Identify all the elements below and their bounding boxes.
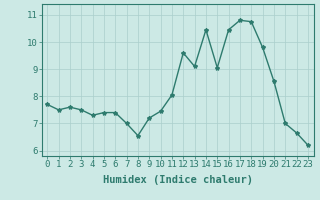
- X-axis label: Humidex (Indice chaleur): Humidex (Indice chaleur): [103, 175, 252, 185]
